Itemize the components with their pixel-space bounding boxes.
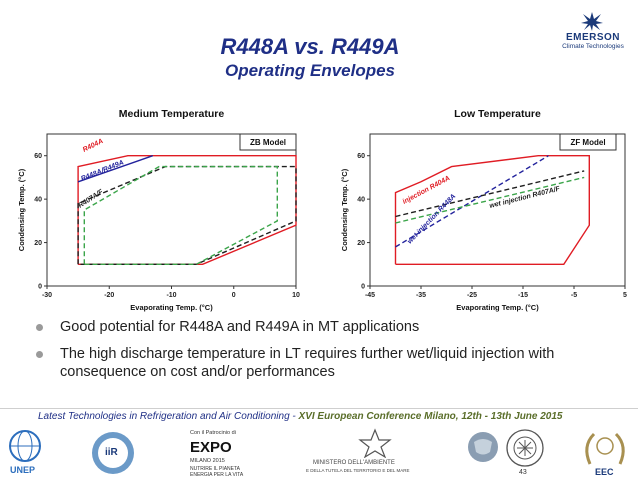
title-block: R448A vs. R449A Operating Envelopes <box>110 34 510 82</box>
y-tick-label: 0 <box>361 284 365 291</box>
university-seal-logo: 43 <box>505 428 545 478</box>
y-tick-label: 40 <box>34 197 42 204</box>
x-tick-label: -15 <box>518 292 528 299</box>
iir-logo: iiR <box>88 430 138 476</box>
italian-emblem-icon <box>358 428 392 458</box>
chart-title: Medium Temperature <box>119 108 225 120</box>
eec-label: EEC <box>595 467 614 477</box>
charts-area: Medium Temperature -30 -20 -10 0 10 0 20 40 60 Eva… <box>17 108 627 312</box>
bullet-dot-icon <box>36 351 43 358</box>
series-line <box>83 165 278 265</box>
y-tick-label: 40 <box>357 197 365 204</box>
x-tick-label: 10 <box>292 292 300 299</box>
x-tick-label: -20 <box>104 292 114 299</box>
sponsor-logos: UNEP iiR Con il Patrocinio di EXPO MILAN… <box>0 428 638 479</box>
series-line <box>77 154 297 265</box>
y-axis-label: Condensing Temp. (°C) <box>17 168 26 251</box>
unep-logo: UNEP <box>6 428 44 478</box>
x-tick-label: -10 <box>166 292 176 299</box>
bullet-item: Good potential for R448A and R449A in MT… <box>36 318 626 336</box>
y-tick-label: 20 <box>34 240 42 247</box>
ministero-sublabel: E DELLA TUTELA DEL TERRITORIO E DEL MARE <box>306 468 410 473</box>
expo-tagline-2: ENERGIA PER LA VITA <box>190 472 244 478</box>
series-line <box>77 155 154 183</box>
model-label: ZF Model <box>570 138 605 147</box>
x-tick-label: 5 <box>623 292 627 299</box>
iir-emblem-icon <box>92 432 134 474</box>
bullet-text: Good potential for R448A and R449A in MT… <box>60 319 420 335</box>
x-tick-label: -25 <box>467 292 477 299</box>
y-tick-label: 20 <box>357 240 365 247</box>
x-tick-label: -35 <box>416 292 426 299</box>
bullet-dot-icon <box>36 324 43 331</box>
bullet-item: The high discharge temperature in LT req… <box>36 345 626 381</box>
page-number: 43 <box>519 469 527 476</box>
model-label-box <box>559 133 617 151</box>
series-line <box>394 154 590 265</box>
series-line <box>395 176 585 224</box>
bullet-list: Good potential for R448A and R449A in MT… <box>36 318 626 390</box>
slide-subtitle: Operating Envelopes <box>224 61 396 80</box>
expo-tagline-1: NUTRIRE IL PIANETA <box>190 466 241 472</box>
chart-medium-temperature: Medium Temperature -30 -20 -10 0 10 0 20 40 60 Eva… <box>17 108 300 312</box>
logo-name: EMERSON <box>565 32 621 43</box>
x-tick-label: -30 <box>42 292 52 299</box>
series-line <box>395 170 585 218</box>
footer-conference-topic: Latest Technologies in Refrigeration and… <box>38 411 299 422</box>
emerson-mark-icon <box>581 12 603 31</box>
series-line <box>395 155 549 248</box>
logo-subtitle: Climate Technologies <box>562 43 624 50</box>
iir-label: iiR <box>105 447 118 458</box>
globe-logo <box>466 430 500 464</box>
ministero-label: MINISTERO DELL'AMBIENTE <box>313 460 395 466</box>
unep-label: UNEP <box>10 465 36 475</box>
unep-globe-icon <box>9 430 41 462</box>
x-axis-label: Evaporating Temp. (°C) <box>130 303 213 312</box>
seal-icon <box>506 429 544 467</box>
eec-wreath-icon <box>585 432 625 465</box>
chart-title: Low Temperature <box>454 108 541 120</box>
expo-name: EXPO <box>190 439 232 456</box>
model-label: ZB Model <box>250 138 286 147</box>
eec-logo: EEC <box>580 428 630 478</box>
footer-divider <box>0 408 638 409</box>
expo-city: MILANO 2015 <box>190 458 225 464</box>
footer: Latest Technologies in Refrigeration and… <box>38 411 563 422</box>
x-axis-label: Evaporating Temp. (°C) <box>456 303 539 312</box>
series-line <box>77 165 297 265</box>
x-tick-label: -5 <box>571 292 577 299</box>
footer-conference-name: XVI European Conference Milano, 12th - 1… <box>298 411 563 422</box>
model-label-box <box>239 133 297 151</box>
expo-logo: Con il Patrocinio di EXPO MILANO 2015 NU… <box>190 430 280 478</box>
expo-patronage: Con il Patrocinio di <box>190 430 236 436</box>
x-tick-label: -45 <box>365 292 375 299</box>
x-tick-label: 0 <box>232 292 236 299</box>
y-tick-label: 60 <box>34 153 42 160</box>
ministero-logo: MINISTERO DELL'AMBIENTE E DELLA TUTELA D… <box>300 428 450 478</box>
y-tick-label: 60 <box>357 153 365 160</box>
globe-icon <box>468 432 498 462</box>
emerson-logo: EMERSON Climate Technologies <box>552 10 634 50</box>
chart-low-temperature: Low Temperature -45 -35 -25 -15 -5 5 0 20 40 60 Eva… <box>340 108 627 312</box>
plot-frame <box>369 133 626 287</box>
y-tick-label: 0 <box>38 284 42 291</box>
slide-title: R448A vs. R449A <box>220 34 400 59</box>
y-axis-label: Condensing Temp. (°C) <box>340 168 349 251</box>
bullet-text: The high discharge temperature in LT req… <box>60 346 555 380</box>
